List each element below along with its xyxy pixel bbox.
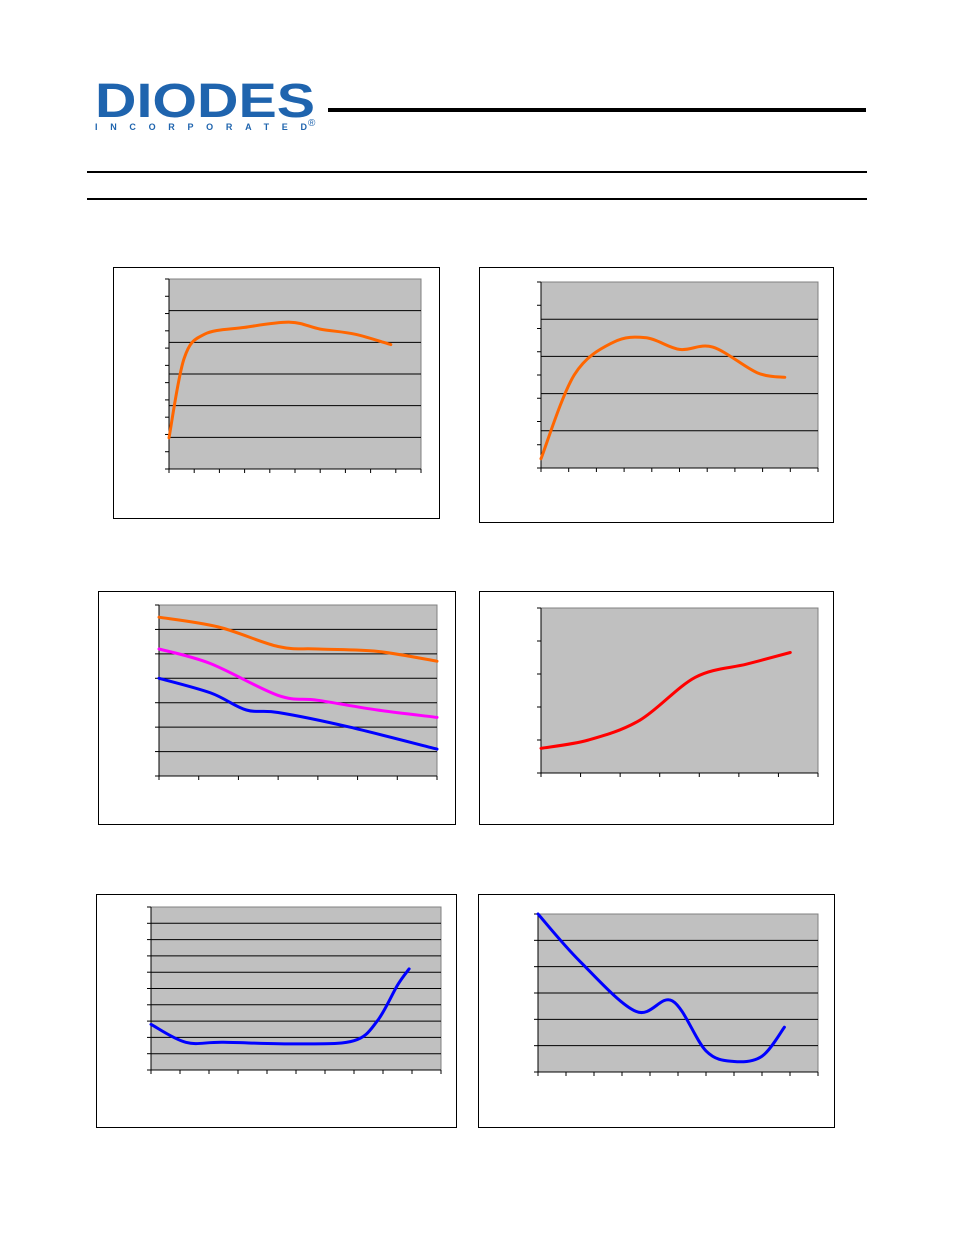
plot-area — [540, 281, 819, 469]
plot-area — [540, 607, 819, 774]
chart-panel-2 — [479, 267, 834, 523]
chart-5 — [147, 906, 442, 1074]
chart-1 — [165, 278, 422, 473]
series-line — [157, 647, 439, 719]
series-line — [157, 676, 439, 751]
registered-mark: ® — [308, 118, 316, 129]
diodes-logo: DIODES INCORPORATED ® — [95, 75, 316, 132]
series-line — [157, 615, 439, 663]
chart-2 — [537, 281, 819, 472]
chart-panel-4 — [479, 591, 834, 825]
title-rule-top — [87, 171, 867, 173]
chart-panel-3 — [98, 591, 456, 825]
page-header: DIODES INCORPORATED ® — [87, 75, 867, 200]
header-rule — [328, 108, 866, 112]
series-line — [149, 967, 411, 1046]
chart-panel-1 — [113, 267, 440, 519]
series-line — [539, 651, 792, 750]
chart-6 — [534, 912, 819, 1076]
series-line — [167, 320, 393, 440]
title-rule-bottom — [87, 198, 867, 200]
series-line — [539, 335, 787, 461]
chart-panel-6 — [478, 894, 835, 1128]
chart-panel-5 — [96, 894, 457, 1128]
chart-3 — [155, 604, 439, 780]
logo-wordmark: DIODES — [95, 75, 315, 128]
series-line — [536, 912, 786, 1064]
chart-4 — [537, 607, 819, 777]
